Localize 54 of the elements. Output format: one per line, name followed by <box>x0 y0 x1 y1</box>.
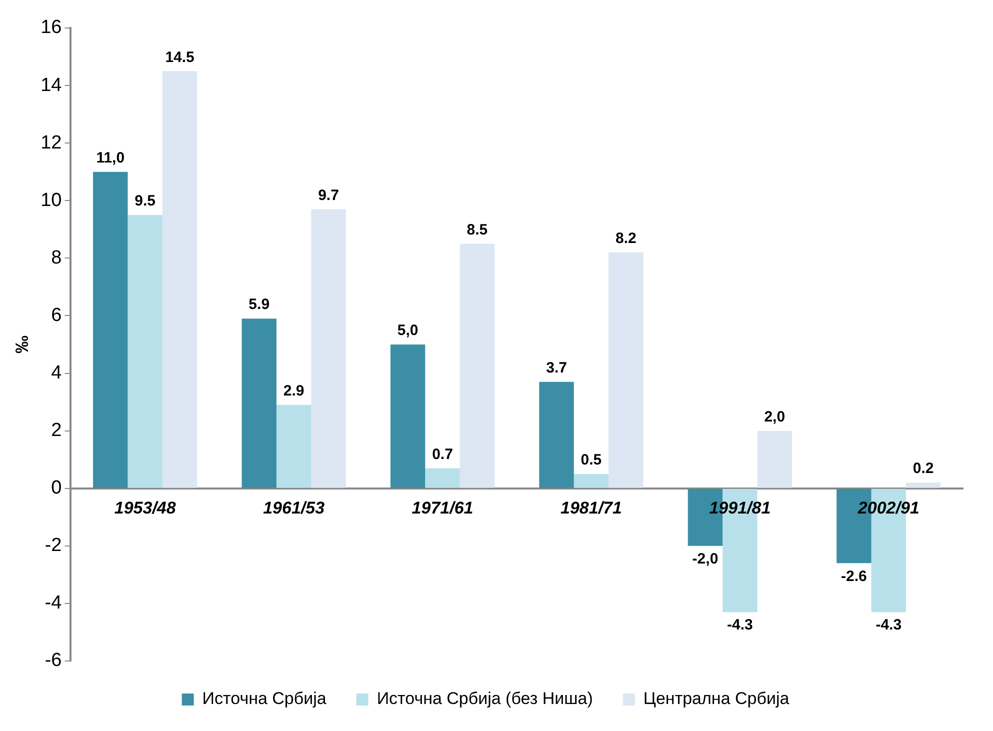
data-label: -2,0 <box>692 550 718 568</box>
data-label: 8.5 <box>466 221 488 238</box>
y-axis-title: ‰ <box>12 336 32 354</box>
data-label: 5,0 <box>397 322 418 340</box>
data-label: 0.7 <box>432 446 453 463</box>
legend-label: Источна Србија <box>202 689 327 708</box>
y-tick-label: 2 <box>51 420 62 442</box>
bar <box>390 344 426 488</box>
bar <box>311 209 346 488</box>
x-tick-label: 1953/48 <box>114 498 176 518</box>
bar <box>906 482 941 488</box>
data-label: 14.5 <box>165 48 194 66</box>
data-label: -2.6 <box>841 568 867 585</box>
data-label: -4.3 <box>876 616 902 634</box>
y-tick-label: 10 <box>40 190 62 211</box>
y-tick-label: 14 <box>40 74 62 96</box>
x-tick-label: 1991/81 <box>709 498 771 518</box>
y-tick-label: 12 <box>40 132 62 154</box>
y-tick-label: -4 <box>44 592 62 614</box>
bar <box>460 244 495 488</box>
bar <box>128 215 162 488</box>
data-label: 8.2 <box>615 230 636 248</box>
data-label: 0.5 <box>580 452 602 469</box>
legend-label: Централна Србија <box>643 689 790 708</box>
bar <box>242 318 276 488</box>
x-tick-label: 1981/71 <box>560 498 622 518</box>
y-tick-label: 6 <box>51 304 62 326</box>
data-label: 11,0 <box>96 150 125 167</box>
bar <box>93 172 128 488</box>
bar <box>425 468 460 488</box>
x-tick-label: 2002/91 <box>856 498 920 518</box>
data-label: 5.9 <box>248 296 270 314</box>
data-label: 9.5 <box>134 192 156 210</box>
y-tick-label: -2 <box>44 535 62 556</box>
y-tick-label: 8 <box>51 247 62 268</box>
x-tick-label: 1971/61 <box>412 498 474 518</box>
data-label: 3.7 <box>546 360 567 377</box>
x-tick-label: 1961/53 <box>263 498 326 518</box>
bar <box>574 474 609 488</box>
y-tick-label: 0 <box>51 478 62 499</box>
bar <box>162 71 198 488</box>
bar <box>539 382 574 488</box>
data-label: 2,0 <box>764 408 786 426</box>
bar <box>757 430 792 488</box>
data-label: 2.9 <box>283 382 304 400</box>
y-tick-label: -6 <box>44 650 62 672</box>
data-label: -4.3 <box>727 616 753 634</box>
bar <box>608 252 644 488</box>
bar <box>276 404 312 488</box>
y-tick-label: 4 <box>51 362 62 384</box>
legend-label: Источна Србија (без Ниша) <box>376 689 593 708</box>
data-label: 0.2 <box>912 460 934 478</box>
y-tick-label: 16 <box>40 17 62 38</box>
data-label: 9.7 <box>318 186 339 204</box>
